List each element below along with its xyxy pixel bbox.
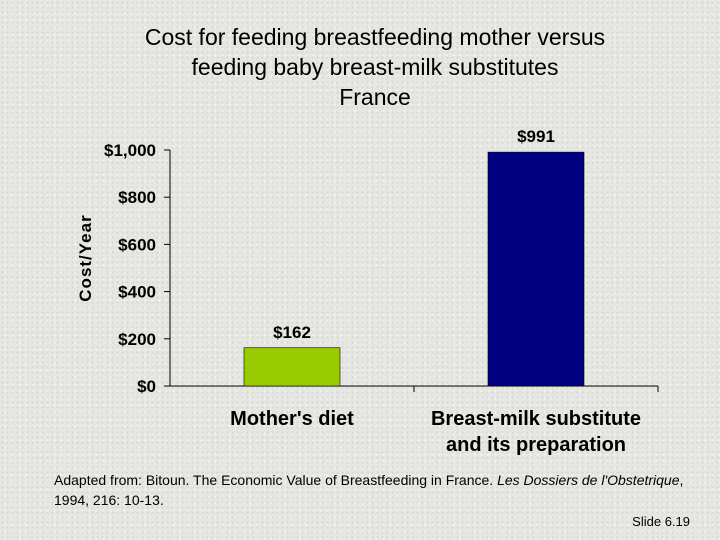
chart-title-line: feeding baby breast-milk substitutes (191, 54, 559, 80)
bar (243, 347, 341, 387)
chart-title: Cost for feeding breastfeeding mother ve… (60, 22, 690, 112)
source-suffix: , 1994, 216: 10-13. (54, 472, 684, 508)
data-label: $162 (273, 323, 311, 342)
bar-chart: $0 $200 $400 $600 $800 $1,000 Cost/Year $162 Mot… (76, 127, 659, 456)
chart-title-line: France (339, 84, 411, 110)
x-tick-label: and its preparation (446, 434, 626, 456)
y-tick-label: $400 (118, 283, 156, 302)
y-tick-label: $1,000 (104, 141, 156, 160)
y-tick-label: $800 (118, 188, 156, 207)
chart-title-line: Cost for feeding breastfeeding mother ve… (144, 24, 606, 50)
data-label: $991 (517, 127, 555, 146)
bar (487, 151, 585, 387)
y-tick-label: $0 (137, 377, 156, 396)
y-axis-title: Cost/Year (76, 214, 95, 301)
x-tick-label: Breast-milk substitute (431, 408, 641, 430)
y-tick-label: $600 (118, 235, 156, 254)
y-tick-label: $200 (118, 330, 156, 349)
x-tick-label: Mother's diet (230, 408, 354, 430)
slide-number: Slide 6.19 (632, 514, 690, 529)
source-journal: Les Dossiers de l'Obstetrique (497, 472, 680, 488)
source-prefix: Adapted from: Bitoun. The Economic Value… (54, 472, 494, 488)
source-citation: Adapted from: Bitoun. The Economic Value… (54, 470, 694, 510)
